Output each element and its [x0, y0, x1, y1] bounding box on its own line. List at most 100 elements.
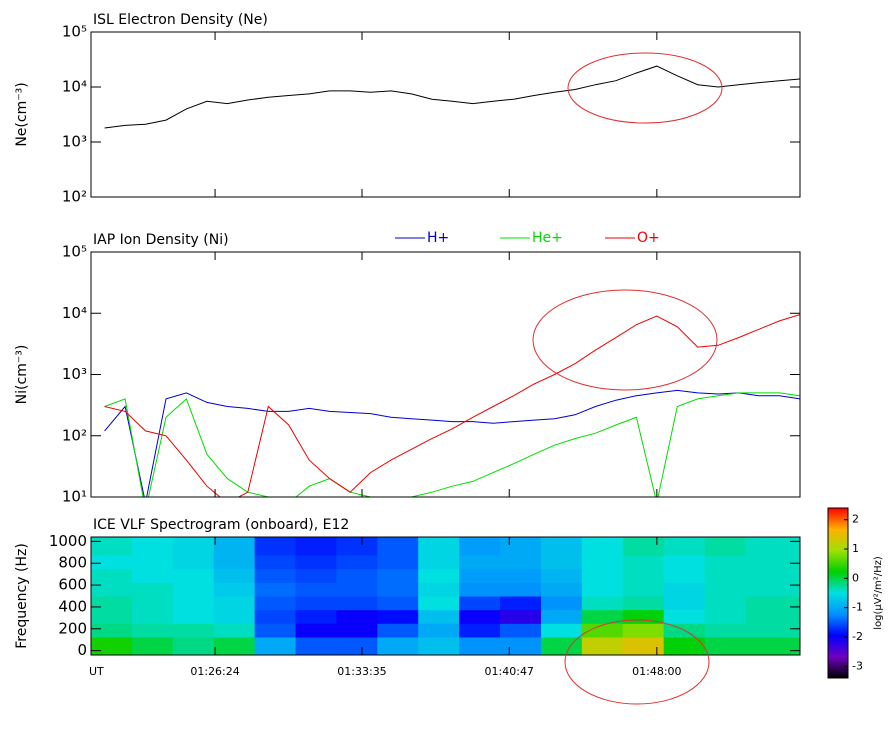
x-tick-label: 01:33:35	[337, 665, 386, 678]
data-line	[104, 392, 800, 497]
spectrogram-cell	[663, 568, 706, 583]
data-line	[104, 65, 800, 129]
plots: ISL Electron Density (Ne) Ne(cm⁻³) 10² 10³ 1…	[14, 12, 884, 679]
colorbar-tick-label: 0	[852, 571, 859, 584]
panel-title: ISL Electron Density (Ne)	[93, 12, 268, 28]
colorbar	[827, 507, 849, 679]
spectrogram-cell	[500, 555, 542, 570]
spectrogram-cell	[663, 609, 706, 624]
spectrogram-cell	[704, 609, 746, 624]
spectrogram-cell	[500, 582, 542, 597]
spectrogram-cell	[663, 555, 706, 570]
spectrogram-cell	[295, 555, 337, 570]
spectrogram-cell	[172, 623, 215, 638]
plot-frame	[90, 251, 801, 498]
spectrogram-cell	[745, 568, 800, 583]
y-tick-label: 10²	[62, 426, 87, 444]
panel-title: IAP Ion Density (Ni)	[93, 232, 229, 248]
spectrogram-cell	[418, 555, 460, 570]
spectrogram-cell	[540, 623, 583, 638]
spectrogram-cell	[704, 568, 746, 583]
spectrogram-cell	[172, 636, 215, 655]
spectrogram-cell	[418, 582, 460, 597]
spectrogram-cell	[172, 537, 215, 556]
spectrogram-cell	[500, 537, 542, 556]
y-tick-label: 10²	[62, 188, 87, 206]
spectrogram-cell	[295, 568, 337, 583]
spectrogram-cell	[131, 636, 174, 655]
colorbar-tick-label: -3	[852, 659, 863, 672]
spectrogram-cell	[213, 537, 256, 556]
spectrogram-cell	[213, 596, 256, 611]
spectrogram-cell	[131, 596, 174, 611]
y-tick-label: 10¹	[62, 488, 87, 506]
spectrogram-cell	[663, 636, 706, 655]
spectrogram-cell	[91, 582, 133, 597]
spectrogram-cell	[377, 609, 419, 624]
spectrogram-cell	[581, 609, 624, 624]
spectrogram-cell	[663, 596, 706, 611]
spectrogram-cell	[91, 636, 133, 655]
spectrogram-cell	[745, 596, 800, 611]
x-tick-label: 01:48:00	[632, 665, 681, 678]
spectrogram-cell	[745, 623, 800, 638]
spectrogram-cell	[91, 623, 133, 638]
spectrogram-cell	[295, 537, 337, 556]
spectrogram-cell	[459, 555, 501, 570]
spectrogram-cell	[91, 609, 133, 624]
spectrogram-cell	[459, 636, 501, 655]
spectrogram-cell	[213, 609, 256, 624]
spectrogram-cell	[336, 555, 378, 570]
y-tick-label: 10⁵	[62, 243, 87, 261]
spectrogram-cell	[254, 568, 297, 583]
colorbar-label: log(μV²/m²/Hz)	[873, 556, 884, 630]
spectrogram-cell	[213, 582, 256, 597]
spectrogram-cell	[500, 596, 542, 611]
spectrogram-cell	[131, 568, 174, 583]
spectrogram-cell	[459, 623, 501, 638]
colorbar-tick-label: 1	[852, 542, 859, 555]
y-tick-label: 10³	[62, 133, 87, 151]
spectrogram-cell	[336, 609, 378, 624]
y-axis-label: Frequency (Hz)	[14, 543, 30, 649]
spectrogram-cell	[336, 568, 378, 583]
y-tick-label: 600	[58, 576, 87, 594]
colorbar-tick-label: -2	[852, 630, 863, 643]
spectrogram-cell	[295, 596, 337, 611]
spectrogram-cell	[704, 537, 746, 556]
spectrogram-cell	[254, 555, 297, 570]
spectrogram-cell	[91, 555, 133, 570]
spectrogram-cell	[663, 537, 706, 556]
spectrogram-cell	[500, 636, 542, 655]
spectrogram-cell	[213, 555, 256, 570]
spectrogram-cell	[254, 596, 297, 611]
annotations	[532, 52, 723, 705]
highlight-ellipse	[567, 52, 723, 124]
spectrogram-cell	[131, 623, 174, 638]
spectrogram-cell	[336, 537, 378, 556]
spectrogram-cell	[131, 582, 174, 597]
spectrogram-cell	[459, 596, 501, 611]
spectrogram-cell	[254, 636, 297, 655]
spectrogram-cell	[704, 623, 746, 638]
spectrogram-cell	[704, 636, 746, 655]
spectrogram-cell	[336, 636, 378, 655]
spectrogram-cell	[581, 537, 624, 556]
spectrogram-cell	[500, 568, 542, 583]
spectrogram-cell	[663, 582, 706, 597]
spectrogram-cell	[459, 609, 501, 624]
spectrogram-cell	[254, 609, 297, 624]
spectrogram-cell	[540, 582, 583, 597]
y-axis-label: Ne(cm⁻³)	[14, 82, 30, 146]
spectrogram-cell	[581, 582, 624, 597]
spectrogram-cell	[581, 636, 624, 655]
spectrogram-cell	[336, 623, 378, 638]
spectrogram-cell	[213, 623, 256, 638]
spectrogram-cell	[540, 596, 583, 611]
spectrogram-cell	[704, 555, 746, 570]
spectrogram-cell	[418, 537, 460, 556]
data-line	[104, 389, 800, 497]
spectrogram-cell	[131, 555, 174, 570]
y-tick-label: 1000	[49, 532, 87, 550]
